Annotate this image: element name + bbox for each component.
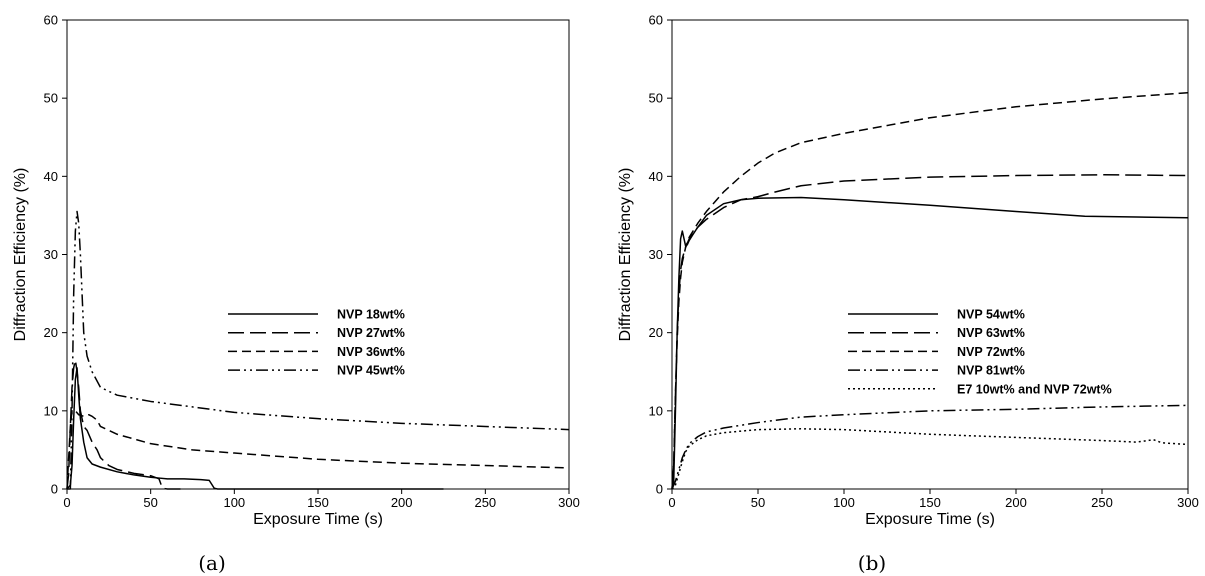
chart-panel-a: 0 50 100 150 200 250 300 0 10 20 30 40 50 60 Exposure … <box>12 13 580 576</box>
legend-entry: NVP 72wt% <box>957 345 1025 359</box>
legend-entry: NVP 54wt% <box>957 308 1025 322</box>
y-tick-label: 0 <box>656 482 663 497</box>
legend-entry: NVP 27wt% <box>337 326 405 340</box>
x-tick-label: 250 <box>474 495 496 510</box>
x-tick-label: 0 <box>63 495 70 510</box>
plot-frame <box>671 19 1189 490</box>
series-line <box>671 196 1189 490</box>
series-line <box>66 359 185 490</box>
legend-entry: NVP 45wt% <box>337 364 405 378</box>
legend-entry: E7 10wt% and NVP 72wt% <box>957 382 1112 396</box>
y-tick-label: 40 <box>649 169 663 184</box>
series-line <box>671 91 1189 490</box>
legend-entry: NVP 36wt% <box>337 345 405 359</box>
legend: NVP 18wt% NVP 27wt% NVP 36wt% NVP 45wt% <box>228 308 405 378</box>
y-tick-label: 0 <box>51 482 58 497</box>
series-line <box>671 428 1189 490</box>
series-line <box>671 404 1189 490</box>
legend-entry: NVP 18wt% <box>337 308 405 322</box>
y-tick-label: 30 <box>649 247 663 262</box>
chart-panel-b: 0 50 100 150 200 250 300 0 10 20 30 40 50 60 Exposure … <box>617 13 1199 576</box>
x-axis-label: Exposure Time (s) <box>253 511 383 528</box>
x-axis-label: Exposure Time (s) <box>865 511 995 528</box>
x-tick-label: 150 <box>919 495 941 510</box>
y-tick-label: 50 <box>44 91 58 106</box>
panel-label: (a) <box>198 551 226 575</box>
series-line <box>671 174 1189 490</box>
series-line <box>66 367 444 490</box>
x-tick-label: 50 <box>751 495 765 510</box>
y-tick-label: 20 <box>649 325 663 340</box>
y-tick-label: 60 <box>44 13 58 28</box>
y-tick-label: 10 <box>649 403 663 418</box>
x-tick-label: 100 <box>223 495 245 510</box>
legend-entry: NVP 81wt% <box>957 364 1025 378</box>
x-tick-label: 200 <box>1005 495 1027 510</box>
y-tick-label: 50 <box>649 91 663 106</box>
y-tick-label: 60 <box>649 13 663 28</box>
y-axis-label: Diffraction Efficiency (%) <box>12 168 29 342</box>
x-tick-label: 150 <box>307 495 329 510</box>
legend-entry: NVP 63wt% <box>957 326 1025 340</box>
series-line <box>66 408 570 490</box>
y-axis-label: Diffraction Efficiency (%) <box>617 168 634 342</box>
y-tick-label: 20 <box>44 325 58 340</box>
x-tick-label: 200 <box>391 495 413 510</box>
x-tick-label: 300 <box>1177 495 1199 510</box>
y-tick-label: 30 <box>44 247 58 262</box>
x-tick-label: 0 <box>668 495 675 510</box>
panel-label: (b) <box>858 551 886 575</box>
x-tick-label: 50 <box>143 495 157 510</box>
legend: NVP 54wt% NVP 63wt% NVP 72wt% NVP 81wt% E7 1… <box>848 308 1112 396</box>
x-tick-label: 300 <box>558 495 580 510</box>
y-tick-label: 40 <box>44 169 58 184</box>
x-tick-label: 250 <box>1091 495 1113 510</box>
y-tick-label: 10 <box>44 403 58 418</box>
x-tick-label: 100 <box>833 495 855 510</box>
series-line <box>67 210 570 490</box>
